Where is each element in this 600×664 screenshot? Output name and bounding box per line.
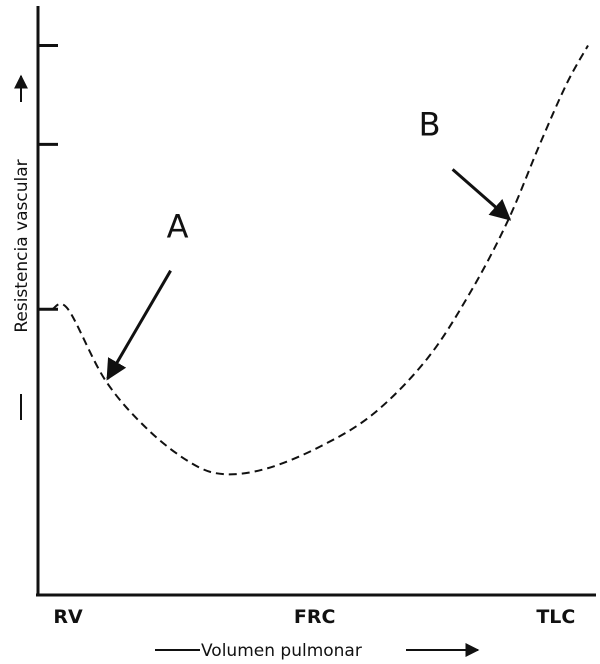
resistance-curve bbox=[51, 44, 589, 476]
y-axis-title-text: Resistencia vascular bbox=[12, 159, 32, 332]
x-tick-label-rv: RV bbox=[53, 606, 83, 628]
annotations: AB bbox=[106, 105, 512, 381]
y-axis-title: Resistencia vascular bbox=[12, 74, 32, 420]
axes bbox=[36, 6, 596, 597]
x-axis-title: Volumen pulmonar bbox=[155, 641, 480, 661]
annotation-arrow-a bbox=[106, 269, 172, 381]
y-ticks bbox=[38, 43, 58, 311]
x-axis-title-text: Volumen pulmonar bbox=[201, 641, 362, 661]
annotation-arrow-b bbox=[451, 168, 512, 221]
annotation-label-b: B bbox=[419, 105, 441, 143]
annotation-label-a: A bbox=[167, 208, 189, 246]
x-tick-label-tlc: TLC bbox=[536, 606, 575, 628]
x-tick-label-frc: FRC bbox=[294, 606, 336, 628]
